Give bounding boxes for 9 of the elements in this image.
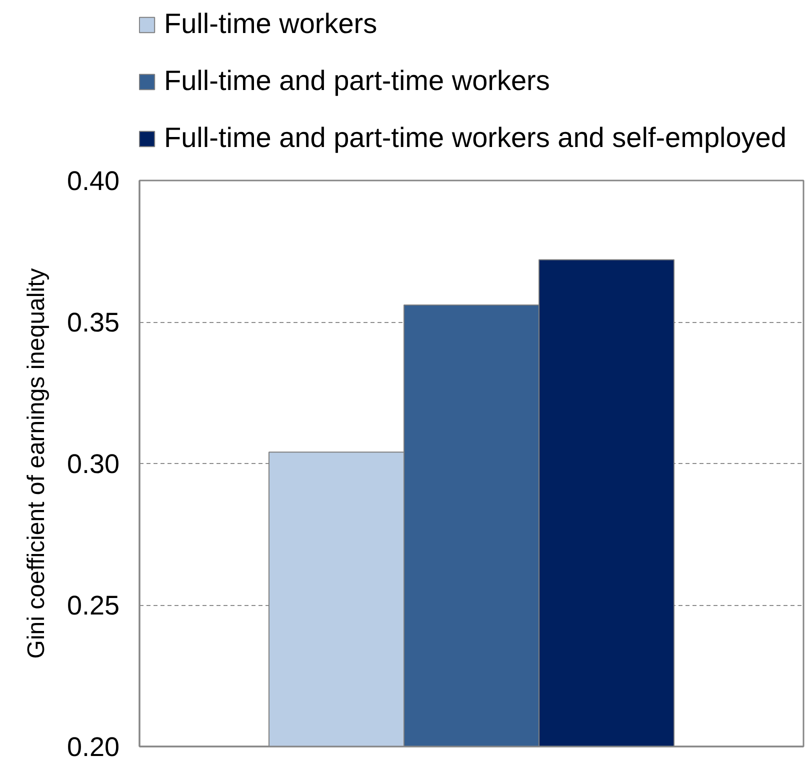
legend-label: Full-time workers <box>164 8 378 40</box>
legend-label: Full-time and part-time workers and self-employed <box>164 122 786 154</box>
legend-label: Full-time and part-time workers <box>164 65 550 97</box>
y-tick-label: 0.35 <box>66 308 120 338</box>
y-tick-label: 0.20 <box>66 732 120 762</box>
y-axis-title: Gini coefficient of earnings inequality <box>22 268 50 659</box>
y-tick-label: 0.25 <box>66 590 120 620</box>
y-tick-label: 0.30 <box>66 449 120 479</box>
y-tick-label: 0.40 <box>66 166 120 196</box>
